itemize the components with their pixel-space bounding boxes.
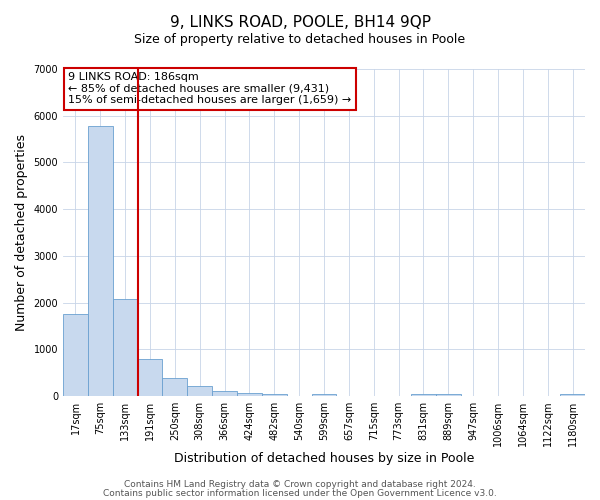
Text: 9 LINKS ROAD: 186sqm
← 85% of detached houses are smaller (9,431)
15% of semi-de: 9 LINKS ROAD: 186sqm ← 85% of detached h… <box>68 72 352 106</box>
Bar <box>436 394 461 396</box>
Y-axis label: Number of detached properties: Number of detached properties <box>15 134 28 331</box>
Text: 9, LINKS ROAD, POOLE, BH14 9QP: 9, LINKS ROAD, POOLE, BH14 9QP <box>170 15 431 30</box>
Bar <box>63 314 88 396</box>
Bar <box>311 394 337 396</box>
Bar <box>113 299 137 396</box>
Bar <box>262 394 287 396</box>
Text: Size of property relative to detached houses in Poole: Size of property relative to detached ho… <box>134 32 466 46</box>
X-axis label: Distribution of detached houses by size in Poole: Distribution of detached houses by size … <box>174 452 474 465</box>
Bar <box>212 391 237 396</box>
Bar <box>237 393 262 396</box>
Bar <box>187 386 212 396</box>
Bar <box>411 394 436 396</box>
Bar <box>137 358 163 396</box>
Bar <box>163 378 187 396</box>
Bar <box>88 126 113 396</box>
Text: Contains HM Land Registry data © Crown copyright and database right 2024.: Contains HM Land Registry data © Crown c… <box>124 480 476 489</box>
Text: Contains public sector information licensed under the Open Government Licence v3: Contains public sector information licen… <box>103 488 497 498</box>
Bar <box>560 394 585 396</box>
